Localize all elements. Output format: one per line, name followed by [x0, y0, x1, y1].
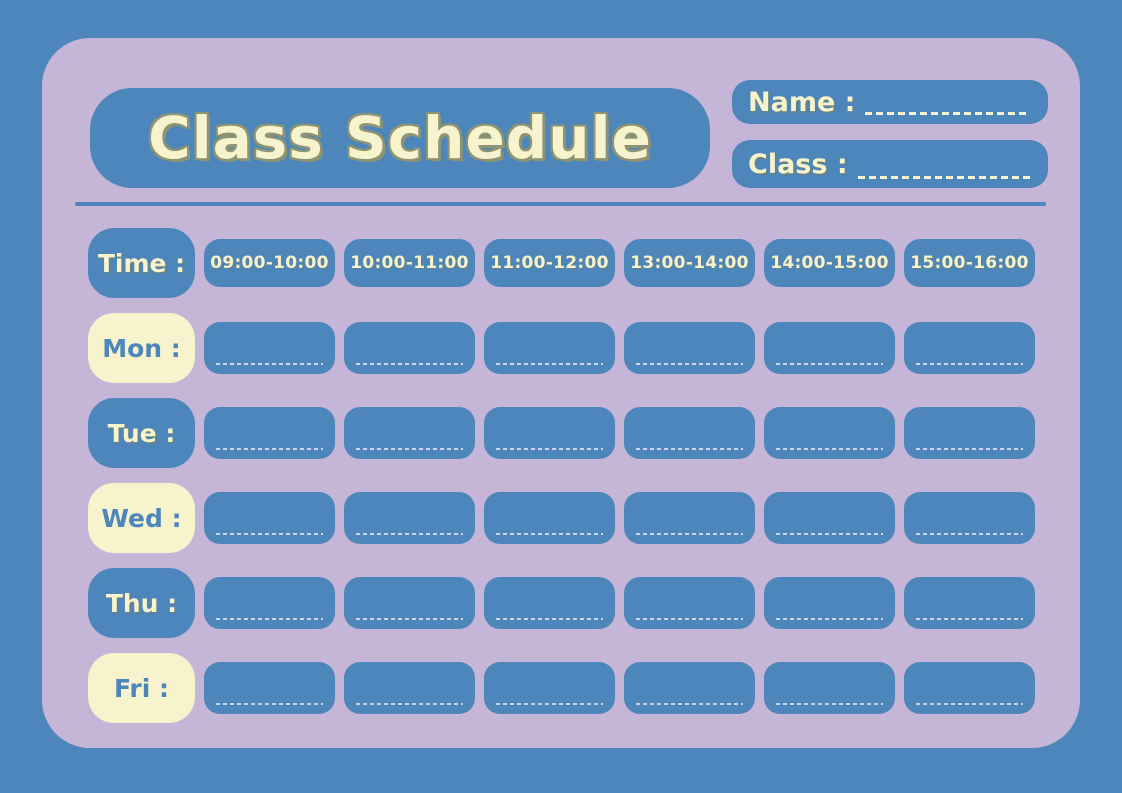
time-slot-1: 09:00-10:00 [204, 239, 335, 287]
schedule-cell-mon-6[interactable] [904, 322, 1035, 374]
schedule-cell-fri-4[interactable] [624, 662, 755, 714]
schedule-cell-fri-2[interactable] [344, 662, 475, 714]
schedule-cell-wed-5[interactable] [764, 492, 895, 544]
schedule-cell-tue-4[interactable] [624, 407, 755, 459]
entry-line [216, 448, 323, 450]
class-label: Class : [748, 148, 848, 180]
entry-line [916, 363, 1023, 365]
schedule-cell-thu-6[interactable] [904, 577, 1035, 629]
entry-line [636, 363, 743, 365]
schedule-cell-tue-1[interactable] [204, 407, 335, 459]
entry-line [776, 703, 883, 705]
schedule-cell-thu-5[interactable] [764, 577, 895, 629]
entry-line [216, 703, 323, 705]
schedule-cell-fri-5[interactable] [764, 662, 895, 714]
schedule-cell-thu-2[interactable] [344, 577, 475, 629]
entry-line [916, 703, 1023, 705]
class-input-line[interactable] [857, 176, 1030, 179]
name-field[interactable]: Name : [732, 80, 1048, 124]
schedule-cell-fri-1[interactable] [204, 662, 335, 714]
day-label-fri: Fri : [88, 653, 195, 723]
schedule-cell-mon-2[interactable] [344, 322, 475, 374]
entry-line [776, 448, 883, 450]
time-slot-4: 13:00-14:00 [624, 239, 755, 287]
schedule-cell-tue-6[interactable] [904, 407, 1035, 459]
entry-line [636, 703, 743, 705]
entry-line [776, 363, 883, 365]
schedule-cell-tue-5[interactable] [764, 407, 895, 459]
schedule-cell-tue-2[interactable] [344, 407, 475, 459]
entry-line [496, 703, 603, 705]
schedule-cell-thu-4[interactable] [624, 577, 755, 629]
time-slot-6: 15:00-16:00 [904, 239, 1035, 287]
day-label-tue: Tue : [88, 398, 195, 468]
entry-line [496, 618, 603, 620]
schedule-cell-wed-2[interactable] [344, 492, 475, 544]
time-slot-3: 11:00-12:00 [484, 239, 615, 287]
schedule-cell-wed-1[interactable] [204, 492, 335, 544]
time-slot-2: 10:00-11:00 [344, 239, 475, 287]
schedule-cell-mon-4[interactable] [624, 322, 755, 374]
entry-line [636, 448, 743, 450]
schedule-cell-mon-1[interactable] [204, 322, 335, 374]
entry-line [356, 448, 463, 450]
schedule-cell-tue-3[interactable] [484, 407, 615, 459]
entry-line [916, 533, 1023, 535]
schedule-grid: Time :09:00-10:00 10:00-11:00 11:00-12:00 1… [88, 228, 1035, 723]
schedule-cell-fri-6[interactable] [904, 662, 1035, 714]
entry-line [356, 703, 463, 705]
schedule-cell-mon-5[interactable] [764, 322, 895, 374]
entry-line [496, 533, 603, 535]
title-banner: Class Schedule [90, 88, 710, 188]
class-field[interactable]: Class : [732, 140, 1048, 188]
schedule-cell-wed-3[interactable] [484, 492, 615, 544]
entry-line [776, 618, 883, 620]
schedule-cell-wed-6[interactable] [904, 492, 1035, 544]
time-header-label: Time : [88, 228, 195, 298]
entry-line [916, 448, 1023, 450]
entry-line [916, 618, 1023, 620]
entry-line [636, 618, 743, 620]
entry-line [636, 533, 743, 535]
entry-line [356, 363, 463, 365]
entry-line [216, 533, 323, 535]
page-title: Class Schedule [148, 104, 652, 172]
day-label-mon: Mon : [88, 313, 195, 383]
schedule-cell-fri-3[interactable] [484, 662, 615, 714]
entry-line [216, 363, 323, 365]
entry-line [216, 618, 323, 620]
entry-line [776, 533, 883, 535]
day-label-wed: Wed : [88, 483, 195, 553]
schedule-cell-thu-3[interactable] [484, 577, 615, 629]
schedule-cell-mon-3[interactable] [484, 322, 615, 374]
time-slot-5: 14:00-15:00 [764, 239, 895, 287]
entry-line [496, 448, 603, 450]
name-label: Name : [748, 86, 856, 118]
entry-line [356, 618, 463, 620]
day-label-thu: Thu : [88, 568, 195, 638]
entry-line [496, 363, 603, 365]
schedule-cell-thu-1[interactable] [204, 577, 335, 629]
entry-line [356, 533, 463, 535]
schedule-card: Class Schedule Name : Class : Time :09:0… [42, 38, 1080, 748]
schedule-cell-wed-4[interactable] [624, 492, 755, 544]
name-input-line[interactable] [865, 112, 1030, 115]
header-divider [75, 202, 1046, 206]
